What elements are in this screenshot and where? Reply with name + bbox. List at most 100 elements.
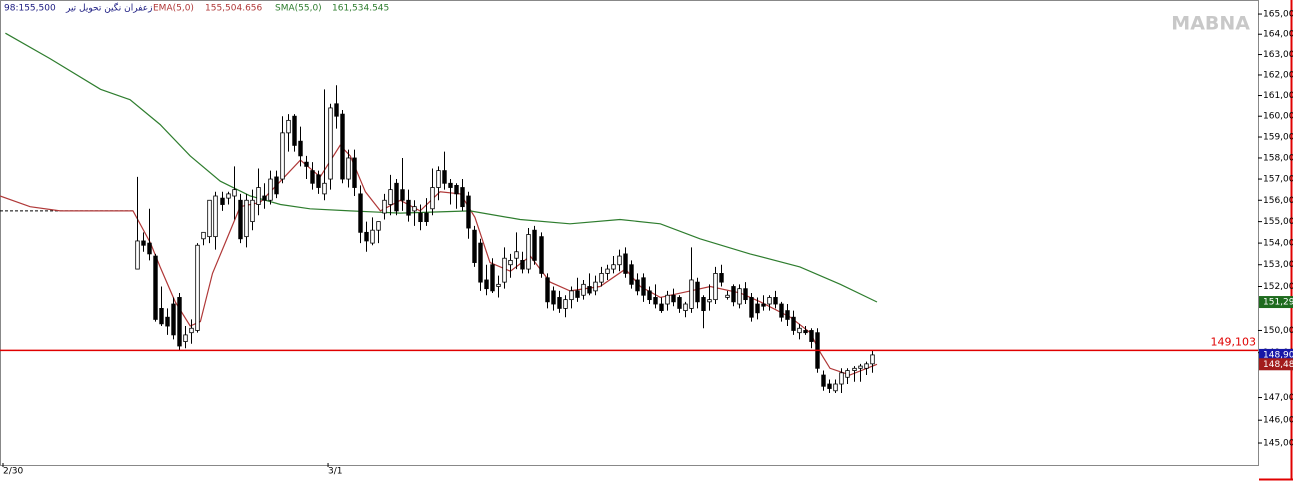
price-badge-label: 148,90 bbox=[1263, 350, 1293, 360]
candle-body bbox=[707, 299, 712, 303]
candle-body bbox=[135, 240, 140, 270]
candle-body bbox=[460, 187, 465, 208]
candle-body bbox=[418, 212, 423, 223]
candle-body bbox=[189, 327, 194, 334]
y-tick-label: 147,00 bbox=[1263, 393, 1293, 403]
candle-body bbox=[833, 383, 838, 392]
candle-body bbox=[587, 286, 592, 294]
y-tick-label: 146,00 bbox=[1263, 416, 1293, 426]
x-tick-label: 2/30 bbox=[3, 467, 23, 477]
indicator-line bbox=[5, 32, 878, 303]
candle-body bbox=[605, 268, 610, 274]
candle-body bbox=[653, 297, 658, 305]
candle-body bbox=[153, 255, 158, 320]
candle-body bbox=[779, 303, 784, 318]
y-tick-label: 156,00 bbox=[1263, 196, 1293, 206]
candle-body bbox=[286, 119, 291, 134]
candle-body bbox=[773, 297, 778, 305]
candle-body bbox=[328, 107, 333, 180]
candle-body bbox=[213, 195, 218, 238]
candle-body bbox=[761, 303, 766, 307]
candle-body bbox=[165, 316, 170, 327]
candle-body bbox=[352, 157, 357, 188]
price-badge bbox=[1259, 358, 1293, 371]
candle-body bbox=[346, 157, 351, 180]
candle-body bbox=[220, 197, 225, 205]
candle-body bbox=[701, 297, 706, 312]
candle-body bbox=[593, 281, 598, 292]
candle-body bbox=[641, 277, 646, 296]
candle-body bbox=[545, 277, 550, 303]
candle-body bbox=[141, 240, 146, 246]
candle-body bbox=[454, 185, 459, 195]
candle-body bbox=[304, 161, 309, 167]
candle-body bbox=[635, 279, 640, 292]
y-tick-label: 165,00 bbox=[1263, 10, 1293, 20]
candle-body bbox=[852, 367, 857, 371]
y-tick-label: 155,00 bbox=[1263, 217, 1293, 227]
candle-body bbox=[238, 199, 243, 240]
legend-value: 161,534.545 bbox=[332, 4, 389, 14]
candle-body bbox=[791, 316, 796, 331]
candle-body bbox=[629, 264, 634, 285]
candle-body bbox=[364, 231, 369, 242]
legend-label: EMA(5,0) bbox=[153, 4, 194, 14]
candle-body bbox=[316, 174, 321, 188]
candle-body bbox=[472, 229, 477, 263]
candle-body bbox=[599, 273, 604, 283]
candle-body bbox=[563, 299, 568, 309]
y-tick-label: 157,00 bbox=[1263, 175, 1293, 185]
candle-body bbox=[803, 330, 808, 334]
y-tick-label: 160,00 bbox=[1263, 112, 1293, 122]
candle-body bbox=[695, 281, 700, 303]
candle-body bbox=[611, 264, 616, 270]
candle-body bbox=[406, 199, 411, 216]
price-badge-label: 151,29 bbox=[1263, 298, 1293, 308]
legend-label: SMA(55,0) bbox=[275, 4, 322, 14]
candle-body bbox=[310, 170, 315, 184]
candle-body bbox=[767, 297, 772, 305]
level-label: 149,103 bbox=[1211, 335, 1257, 348]
candle-body bbox=[689, 279, 694, 309]
y-tick-label: 162,00 bbox=[1263, 70, 1293, 80]
y-tick-label: 150,00 bbox=[1263, 326, 1293, 336]
candle-body bbox=[551, 290, 556, 305]
candle-body bbox=[159, 308, 164, 325]
candle-body bbox=[502, 257, 507, 283]
candle-body bbox=[839, 372, 844, 385]
candle-body bbox=[719, 273, 724, 283]
candle-body bbox=[400, 189, 405, 201]
candle-body bbox=[358, 193, 363, 233]
candle-body bbox=[424, 212, 429, 223]
candle-body bbox=[569, 290, 574, 301]
y-tick-label: 145,00 bbox=[1263, 439, 1293, 449]
candle-body bbox=[514, 251, 519, 259]
candle-body bbox=[436, 170, 441, 188]
candle-body bbox=[539, 236, 544, 274]
legend-value: 155,504.656 bbox=[205, 4, 263, 14]
candle-body bbox=[647, 290, 652, 301]
candle-body bbox=[575, 290, 580, 298]
candle-body bbox=[430, 187, 435, 210]
candle-body bbox=[183, 334, 188, 342]
candle-body bbox=[322, 182, 327, 195]
price-badge bbox=[1259, 296, 1293, 309]
candle-body bbox=[244, 199, 249, 238]
candle-body bbox=[256, 187, 261, 205]
candle-body bbox=[683, 303, 688, 312]
candle-body bbox=[195, 244, 200, 331]
candle-body bbox=[623, 253, 628, 274]
y-tick-label: 159,00 bbox=[1263, 133, 1293, 143]
candle-body bbox=[755, 303, 760, 314]
candle-body bbox=[725, 294, 730, 298]
candle-body bbox=[292, 115, 297, 146]
candle-body bbox=[382, 199, 387, 214]
candle-body bbox=[526, 234, 531, 270]
candle-body bbox=[671, 294, 676, 303]
candle-body bbox=[845, 370, 850, 378]
candle-body bbox=[617, 255, 622, 266]
price-badge-label: 148,48 bbox=[1263, 360, 1293, 370]
candle-body bbox=[370, 229, 375, 244]
